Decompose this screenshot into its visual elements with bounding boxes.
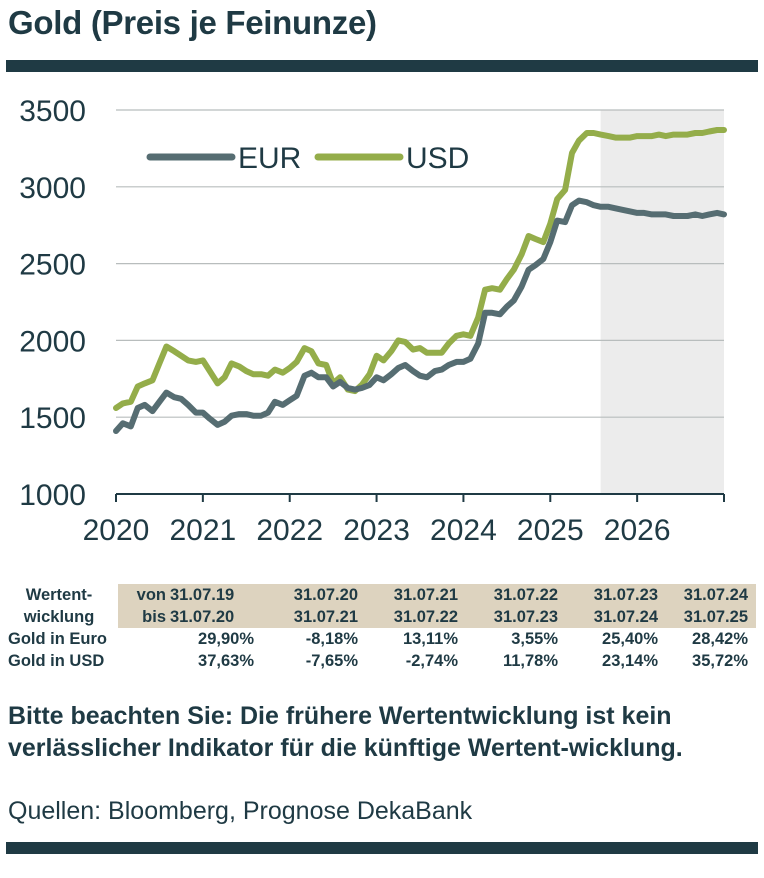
x-tick-label: 2022	[256, 514, 323, 547]
header-rule	[6, 60, 758, 72]
row-label: Gold in Euro	[8, 629, 107, 648]
from-date: 31.07.24	[658, 584, 756, 606]
to-date: 31.07.20	[170, 606, 258, 628]
y-tick-label: 3000	[19, 172, 86, 205]
to-date: 31.07.24	[558, 606, 658, 628]
to-date: 31.07.23	[458, 606, 558, 628]
performance-value: -8,18%	[305, 629, 358, 648]
performance-from-row: Wertent- von 31.07.19 31.07.20 31.07.21 …	[0, 584, 756, 606]
x-tick-label: 2025	[517, 514, 584, 547]
row-label: Gold in USD	[8, 651, 105, 670]
series-line-eur	[113, 197, 727, 434]
from-date: 31.07.22	[458, 584, 558, 606]
von-label: von	[118, 584, 170, 606]
performance-value: -2,74%	[405, 651, 458, 670]
from-date: 31.07.21	[358, 584, 458, 606]
from-date: 31.07.19	[170, 584, 258, 606]
x-tick-label: 2021	[169, 514, 236, 547]
performance-row-euro: Gold in Euro 29,90% -8,18% 13,11% 3,55% …	[0, 628, 756, 650]
x-tick-label: 2026	[604, 514, 671, 547]
y-tick-label: 2000	[19, 325, 86, 358]
from-date: 31.07.23	[558, 584, 658, 606]
to-date: 31.07.21	[258, 606, 358, 628]
legend-label-usd: USD	[406, 142, 469, 175]
from-date: 31.07.20	[258, 584, 358, 606]
to-date: 31.07.25	[658, 606, 756, 628]
x-tick-label: 2024	[430, 514, 497, 547]
legend-label-eur: EUR	[238, 142, 301, 175]
bis-label: bis	[118, 606, 170, 628]
y-tick-label: 2500	[19, 249, 86, 282]
to-date: 31.07.22	[358, 606, 458, 628]
performance-header-label-1: Wertent-	[25, 585, 93, 604]
performance-value: 29,90%	[198, 629, 254, 648]
performance-value: 35,72%	[692, 651, 748, 670]
performance-to-row: wicklung bis 31.07.20 31.07.21 31.07.22 …	[0, 606, 756, 628]
performance-value: 23,14%	[602, 651, 658, 670]
performance-value: 25,40%	[602, 629, 658, 648]
y-tick-label: 3500	[19, 95, 86, 128]
footer-rule	[6, 842, 758, 854]
disclaimer-note: Bitte beachten Sie: Die frühere Wertentw…	[8, 702, 683, 762]
performance-value: -7,65%	[305, 651, 358, 670]
forecast-region	[600, 110, 724, 494]
performance-value: 13,11%	[402, 629, 458, 648]
performance-value: 28,42%	[692, 629, 748, 648]
performance-value: 3,55%	[511, 629, 558, 648]
x-tick-label: 2023	[343, 514, 410, 547]
performance-value: 37,63%	[198, 651, 254, 670]
source-note: Quellen: Bloomberg, Prognose DekaBank	[8, 797, 473, 825]
performance-header-label-2: wicklung	[23, 607, 95, 626]
gold-price-chart: 1000 1500 2000 2500 3000 3500 2020 2021 2022 2023…	[19, 95, 727, 547]
y-tick-label: 1500	[19, 402, 86, 435]
y-tick-label: 1000	[19, 479, 86, 512]
x-tick-label: 2020	[83, 514, 150, 547]
series-line-usd	[113, 127, 727, 411]
performance-value: 11,78%	[502, 651, 558, 670]
performance-table: Wertent- von 31.07.19 31.07.20 31.07.21 …	[0, 584, 764, 672]
chart-title: Gold (Preis je Feinunze)	[8, 4, 377, 41]
performance-row-usd: Gold in USD 37,63% -7,65% -2,74% 11,78% …	[0, 650, 756, 672]
